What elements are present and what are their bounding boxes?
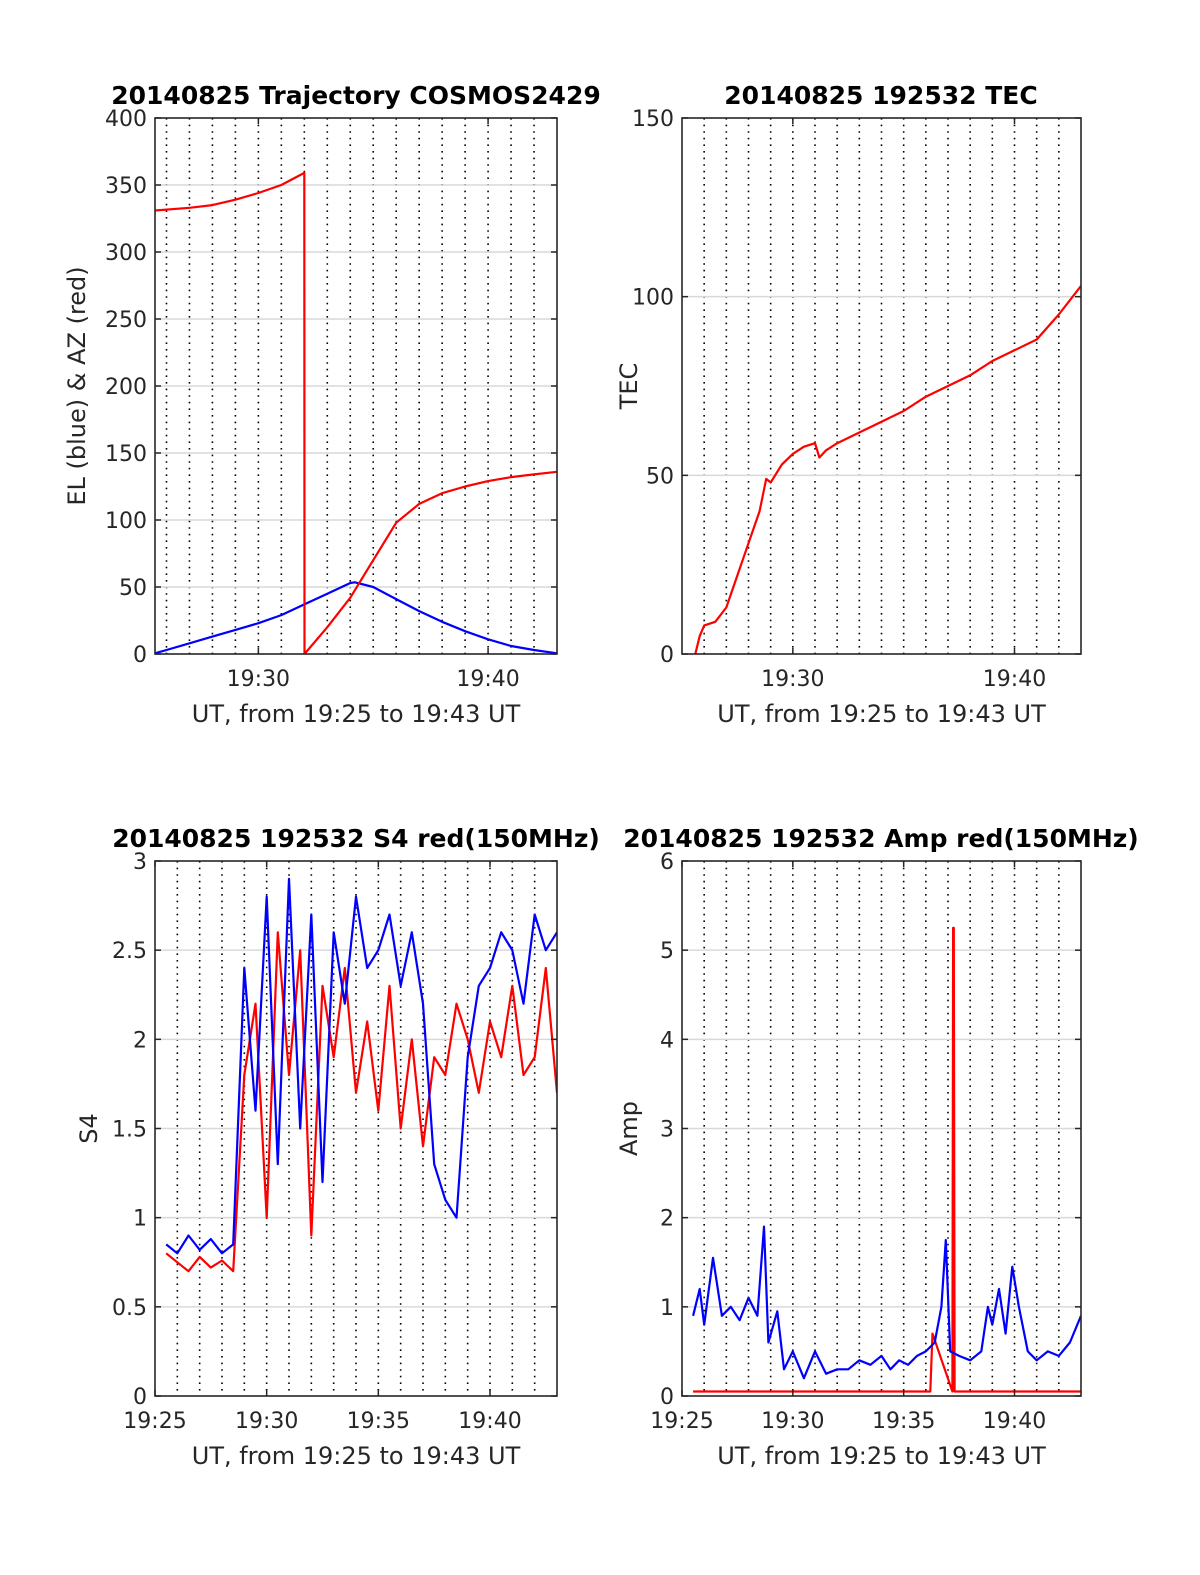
x-tick-label: 19:35 [872, 1409, 935, 1434]
x-axis-label: UT, from 19:25 to 19:43 UT [192, 1442, 521, 1470]
y-tick-label: 200 [105, 375, 147, 400]
y-tick-label: 3 [133, 850, 147, 875]
y-tick-label: 5 [660, 939, 674, 964]
s4-series-0 [165, 931, 557, 1273]
x-axis-label: UT, from 19:25 to 19:43 UT [717, 1442, 1046, 1470]
y-tick-label: 1 [660, 1296, 674, 1321]
y-tick-label: 2 [133, 1028, 147, 1053]
x-tick-label: 19:40 [456, 667, 519, 692]
x-tick-label: 19:30 [235, 1409, 298, 1434]
y-axis-label: EL (blue) & AZ (red) [63, 266, 91, 505]
y-tick-label: 250 [105, 308, 147, 333]
y-tick-label: 1.5 [112, 1118, 147, 1143]
y-tick-label: 2.5 [112, 939, 147, 964]
y-tick-label: 0 [133, 643, 147, 668]
tec-series-0 [694, 285, 1081, 654]
y-tick-label: 50 [119, 576, 147, 601]
y-tick-label: 350 [105, 174, 147, 199]
chart-title: 20140825 192532 S4 red(150MHz) [112, 824, 600, 853]
x-tick-label: 19:35 [347, 1409, 410, 1434]
y-axis-label: Amp [615, 1101, 643, 1156]
x-tick-label: 19:30 [761, 1409, 824, 1434]
y-tick-label: 50 [646, 464, 674, 489]
chart-title: 20140825 Trajectory COSMOS2429 [111, 81, 601, 110]
y-tick-label: 150 [632, 107, 674, 132]
y-tick-label: 400 [105, 107, 147, 132]
x-axis-label: UT, from 19:25 to 19:43 UT [192, 700, 521, 728]
y-tick-label: 0.5 [112, 1296, 147, 1321]
x-tick-label: 19:25 [650, 1409, 713, 1434]
s4-series-1 [165, 877, 557, 1255]
y-tick-label: 300 [105, 241, 147, 266]
trajectory-series-1 [155, 171, 557, 654]
y-tick-label: 0 [133, 1385, 147, 1410]
tec-chart: 0 50 100 150 19:30 19:40 20140825 192532 TEC UT… [615, 81, 1082, 728]
y-tick-label: 3 [660, 1118, 674, 1143]
y-tick-label: 1 [133, 1207, 147, 1232]
x-axis-label: UT, from 19:25 to 19:43 UT [717, 700, 1046, 728]
y-tick-label: 100 [632, 286, 674, 311]
amp-series-0 [693, 926, 1081, 1393]
trajectory-series-0 [155, 581, 557, 654]
y-tick-label: 150 [105, 442, 147, 467]
y-tick-label: 4 [660, 1028, 674, 1053]
chart-title: 20140825 192532 Amp red(150MHz) [623, 824, 1139, 853]
x-tick-label: 19:40 [983, 1409, 1046, 1434]
y-tick-label: 0 [660, 1385, 674, 1410]
x-tick-label: 19:40 [983, 667, 1046, 692]
y-tick-label: 6 [660, 850, 674, 875]
axes-box [681, 117, 1082, 655]
y-tick-label: 0 [660, 643, 674, 668]
chart-title: 20140825 192532 TEC [724, 81, 1037, 110]
x-tick-label: 19:30 [761, 667, 824, 692]
y-axis-label: TEC [615, 363, 643, 411]
y-tick-label: 2 [660, 1207, 674, 1232]
trajectory-chart: 0 50 100 150 200 250 300 350 400 19:30 19:40 201408… [63, 81, 601, 728]
y-tick-label: 100 [105, 509, 147, 534]
y-axis-label: S4 [75, 1113, 103, 1144]
x-tick-label: 19:25 [123, 1409, 186, 1434]
amp-series-1 [692, 1225, 1081, 1380]
x-tick-label: 19:30 [227, 667, 290, 692]
s4-chart: 0 0.5 1 1.5 2 2.5 3 19:25 19:30 19:35 19:40 2014082… [75, 824, 600, 1470]
amp-chart: 0 1 2 3 4 5 6 19:25 19:30 19:35 19:40 20140825 1925… [615, 824, 1139, 1470]
x-tick-label: 19:40 [458, 1409, 521, 1434]
